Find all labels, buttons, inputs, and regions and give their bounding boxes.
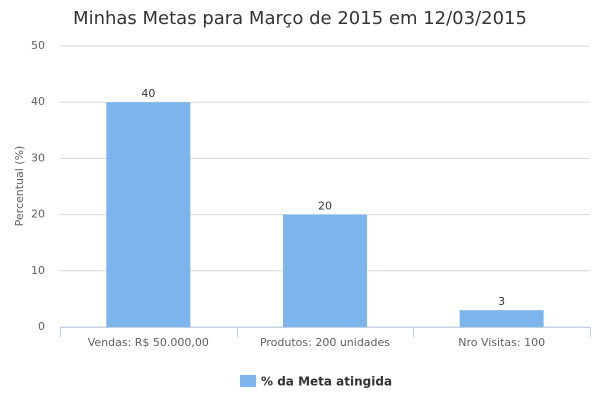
x-tick-label: Nro Visitas: 100 — [458, 336, 545, 349]
y-tick-label: 50 — [31, 39, 45, 52]
y-tick-label: 0 — [38, 320, 45, 333]
y-tick-label: 10 — [31, 264, 45, 277]
legend-label[interactable]: % da Meta atingida — [261, 375, 392, 389]
y-tick-label: 40 — [31, 95, 45, 108]
y-tick-label: 30 — [31, 151, 45, 164]
bar — [459, 310, 544, 327]
legend-swatch — [240, 375, 256, 387]
y-axis-label: Percentual (%) — [13, 146, 26, 227]
bar — [283, 214, 367, 327]
data-label: 3 — [498, 295, 505, 308]
y-tick-label: 20 — [31, 208, 45, 221]
bar — [106, 102, 191, 327]
data-label: 40 — [141, 87, 155, 100]
chart-title: Minhas Metas para Março de 2015 em 12/03… — [73, 8, 527, 29]
x-tick-label: Vendas: R$ 50.000,00 — [88, 336, 209, 349]
data-label: 20 — [318, 200, 332, 213]
x-tick-label: Produtos: 200 unidades — [260, 336, 390, 349]
